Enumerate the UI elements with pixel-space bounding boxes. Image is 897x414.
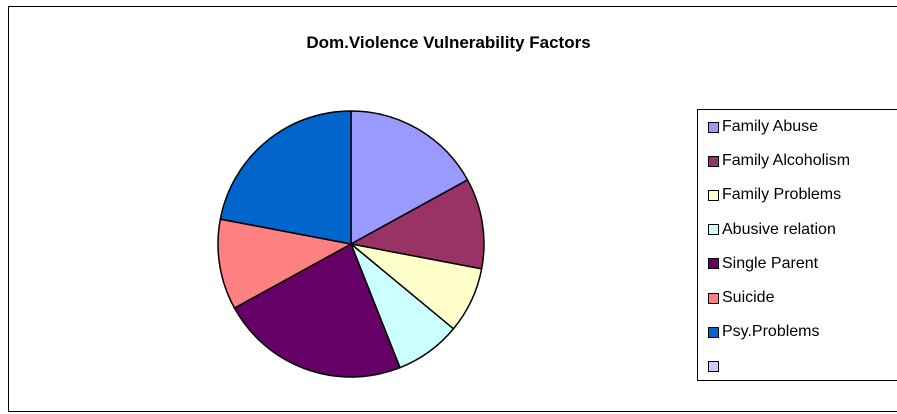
legend-label: Single Parent [722, 254, 819, 272]
legend-item: Family Alcoholism [708, 151, 850, 171]
pie-slice-4 [233, 243, 401, 378]
legend: Family Abuse Family Alcoholism Family Prob… [697, 109, 897, 381]
legend-item: Abusive relation [708, 220, 836, 240]
legend-label: Abusive relation [722, 220, 836, 238]
legend-item: Family Problems [708, 185, 841, 205]
legend-item [708, 356, 722, 376]
legend-label: Family Problems [722, 186, 842, 204]
pie-slice-1 [350, 179, 485, 270]
legend-swatch [708, 224, 719, 236]
legend-label: Psy.Problems [722, 323, 820, 341]
legend-swatch [708, 258, 719, 270]
legend-swatch [708, 121, 719, 133]
chart-title: Dom.Violence Vulnerability Factors [306, 33, 591, 52]
legend-item: Single Parent [708, 254, 818, 274]
pie-slice-6 [219, 110, 352, 245]
legend-swatch [708, 326, 719, 338]
pie-slice-0 [350, 110, 469, 245]
legend-item: Family Abuse [708, 117, 818, 137]
legend-swatch [708, 360, 719, 372]
legend-swatch [708, 292, 719, 304]
legend-label: Suicide [722, 289, 775, 306]
legend-label: Family Abuse [722, 118, 819, 135]
legend-item: Suicide [708, 288, 774, 308]
legend-item: Psy.Problems [708, 322, 820, 342]
legend-swatch [708, 155, 719, 167]
legend-label: Family Alcoholism [722, 152, 851, 170]
pie-slice-5 [217, 218, 352, 309]
legend-swatch [708, 189, 719, 201]
